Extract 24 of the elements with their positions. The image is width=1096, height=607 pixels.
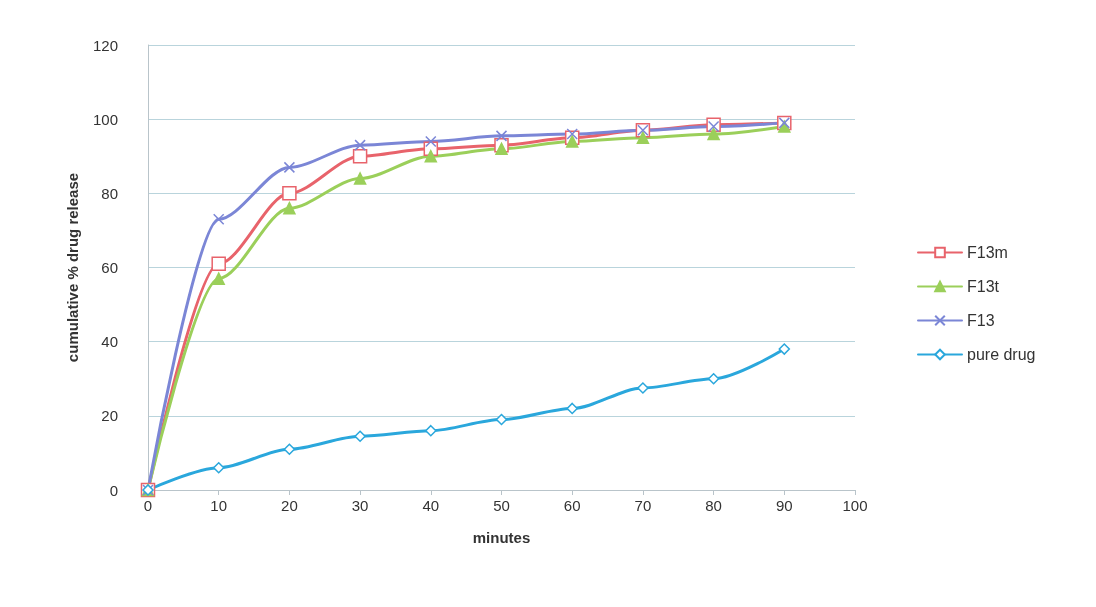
x-tick-label: 90 — [775, 497, 793, 514]
x-tick-label: 0 — [143, 497, 153, 514]
x-tick-label: 10 — [210, 497, 228, 514]
x-tick-label: 50 — [493, 497, 510, 514]
y-tick-label: 20 — [101, 407, 118, 425]
y-tick-label: 120 — [92, 36, 118, 54]
x-tick-label: 30 — [351, 497, 369, 514]
legend-label: F13 — [967, 312, 995, 329]
x-tick-label: 20 — [281, 497, 298, 514]
x-tick-label: 70 — [634, 497, 652, 514]
x-tick-label: 40 — [422, 497, 440, 514]
legend-label: F13t — [967, 278, 1000, 295]
y-tick-label: 0 — [109, 481, 118, 499]
y-tick-label: 40 — [101, 333, 118, 351]
y-tick-label: 100 — [92, 110, 118, 128]
y-axis-title: cumulative % drug release — [64, 172, 81, 363]
legend-label: pure drug — [967, 346, 1036, 363]
x-tick-label: 100 — [842, 497, 868, 514]
x-tick-label: 80 — [705, 497, 722, 514]
legend-label: F13m — [967, 244, 1008, 261]
x-axis-title: minutes — [472, 529, 531, 546]
y-tick-label: 60 — [101, 259, 118, 276]
y-tick-label: 80 — [101, 184, 118, 202]
x-tick-label: 60 — [563, 497, 581, 514]
